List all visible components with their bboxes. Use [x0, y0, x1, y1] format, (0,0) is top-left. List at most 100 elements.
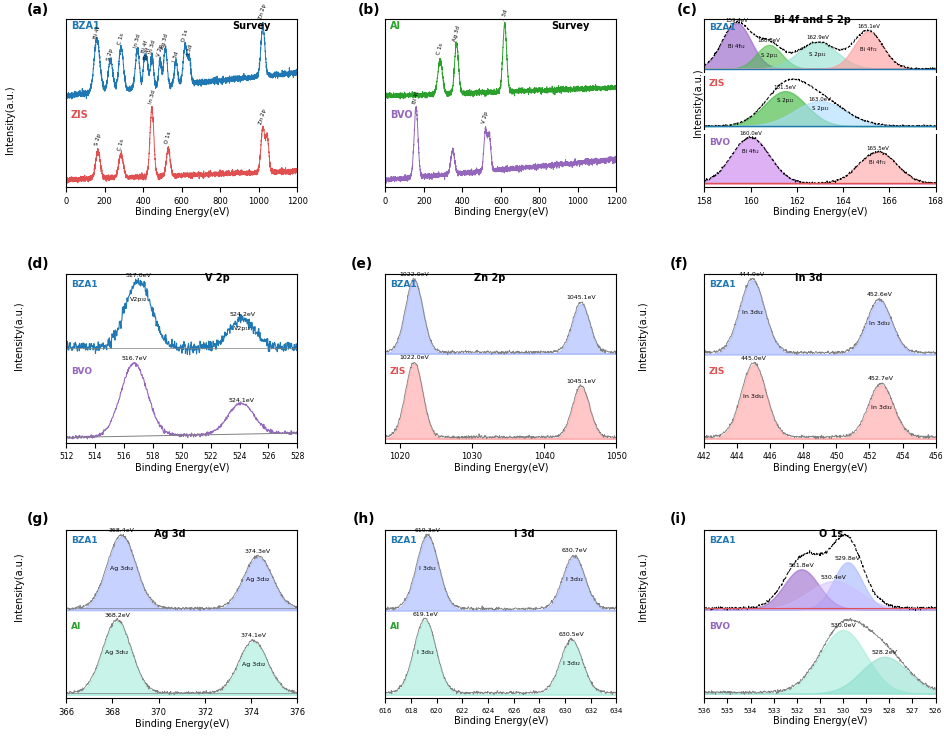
Text: 163.0eV: 163.0eV — [808, 97, 831, 102]
Text: Intensity(a.u.): Intensity(a.u.) — [5, 85, 15, 154]
Text: ZIS: ZIS — [708, 367, 725, 376]
Text: In 3d: In 3d — [147, 89, 156, 104]
Text: 452.7eV: 452.7eV — [868, 376, 893, 382]
Text: C 1s: C 1s — [117, 33, 125, 46]
Text: (b): (b) — [357, 3, 379, 16]
Text: BZA1: BZA1 — [708, 536, 734, 545]
Text: Survey: Survey — [551, 21, 589, 31]
Text: In 3d: In 3d — [794, 273, 821, 283]
Text: (e): (e) — [350, 257, 373, 270]
Text: (i): (i) — [669, 512, 686, 527]
Text: Bi 4f₅₂: Bi 4f₅₂ — [728, 44, 744, 49]
Text: 1022.0eV: 1022.0eV — [399, 355, 429, 360]
Text: O 1s: O 1s — [818, 529, 843, 539]
Text: S 2p: S 2p — [93, 133, 102, 146]
Text: 530.0eV: 530.0eV — [830, 623, 855, 628]
Text: V 2p: V 2p — [480, 111, 489, 124]
Text: 619.1eV: 619.1eV — [412, 612, 437, 616]
Text: Bi 4f₅₂: Bi 4f₅₂ — [741, 149, 758, 155]
Text: I 3d₃₂: I 3d₃₂ — [565, 577, 582, 582]
Text: V 2p: V 2p — [156, 43, 164, 57]
Text: 531.8eV: 531.8eV — [787, 563, 814, 568]
Text: Bi 4f: Bi 4f — [143, 47, 151, 60]
Text: Bi 4f: Bi 4f — [141, 40, 148, 53]
Text: 160.8eV: 160.8eV — [757, 37, 780, 43]
Text: 452.6eV: 452.6eV — [866, 292, 891, 297]
Y-axis label: Intensity(a.u.): Intensity(a.u.) — [692, 69, 702, 137]
Text: Intensity(a.u.): Intensity(a.u.) — [637, 552, 648, 621]
Text: S 2p₁₂: S 2p₁₂ — [760, 53, 777, 58]
Text: 444.9eV: 444.9eV — [738, 272, 765, 276]
Text: Zn 2p: Zn 2p — [258, 3, 267, 19]
Text: I 3d: I 3d — [186, 44, 193, 55]
Text: S 2p₃₂: S 2p₃₂ — [811, 106, 827, 111]
Text: V 2p: V 2p — [205, 273, 229, 283]
Text: ZIS: ZIS — [390, 367, 406, 376]
Text: 159.4eV: 159.4eV — [724, 18, 748, 23]
Text: I 3d: I 3d — [172, 51, 179, 62]
Text: V2p₁₂: V2p₁₂ — [233, 326, 251, 332]
Text: 1022.0eV: 1022.0eV — [399, 272, 429, 277]
Text: I 3d₃₂: I 3d₃₂ — [563, 661, 580, 666]
Text: BZA1: BZA1 — [71, 21, 99, 31]
Text: Zn 2p: Zn 2p — [473, 273, 504, 283]
X-axis label: Binding Energy(eV): Binding Energy(eV) — [772, 207, 867, 217]
Text: Bi 4f: Bi 4f — [412, 90, 420, 104]
X-axis label: Binding Energy(eV): Binding Energy(eV) — [772, 716, 867, 725]
Text: 1045.1eV: 1045.1eV — [565, 295, 596, 300]
X-axis label: Binding Energy(eV): Binding Energy(eV) — [772, 463, 867, 473]
Text: BZA1: BZA1 — [390, 280, 416, 289]
Text: Bi 4f₇₂: Bi 4f₇₂ — [868, 160, 885, 165]
Text: 162.9eV: 162.9eV — [805, 35, 828, 40]
Text: I 3d₅₂: I 3d₅₂ — [419, 565, 435, 571]
Text: 516.7eV: 516.7eV — [121, 356, 146, 361]
Text: 528.2eV: 528.2eV — [870, 650, 897, 655]
Text: BZA1: BZA1 — [71, 280, 97, 289]
Text: I 3d: I 3d — [500, 9, 508, 20]
Text: 368.4eV: 368.4eV — [109, 528, 134, 533]
Text: BZA1: BZA1 — [708, 280, 734, 289]
Text: In 3d₅₂: In 3d₅₂ — [743, 394, 764, 399]
X-axis label: Binding Energy(eV): Binding Energy(eV) — [134, 207, 228, 217]
Text: In 3d₃₂: In 3d₃₂ — [868, 321, 889, 326]
Text: (h): (h) — [352, 512, 375, 527]
Text: ZIS: ZIS — [708, 78, 725, 87]
Text: 374.1eV: 374.1eV — [240, 633, 266, 639]
Text: 165.5eV: 165.5eV — [866, 146, 888, 151]
Text: AI: AI — [390, 622, 400, 631]
Text: Ag 3d₃₂: Ag 3d₃₂ — [246, 577, 269, 582]
X-axis label: Binding Energy(eV): Binding Energy(eV) — [453, 716, 548, 725]
Text: Intensity(a.u.): Intensity(a.u.) — [637, 302, 648, 371]
Text: Bi 4f and S 2p: Bi 4f and S 2p — [773, 15, 850, 25]
Text: 160.0eV: 160.0eV — [738, 131, 761, 136]
Text: 1045.1eV: 1045.1eV — [565, 379, 596, 384]
X-axis label: Binding Energy(eV): Binding Energy(eV) — [134, 719, 228, 728]
Text: Ag 3d₅₂: Ag 3d₅₂ — [110, 565, 133, 571]
X-axis label: Binding Energy(eV): Binding Energy(eV) — [453, 463, 548, 473]
Text: Intensity(a.u.): Intensity(a.u.) — [14, 302, 25, 371]
Text: BZA1: BZA1 — [390, 536, 416, 545]
Text: (d): (d) — [26, 257, 49, 270]
Text: Bi 4f: Bi 4f — [93, 25, 101, 39]
Text: Zn 2p: Zn 2p — [258, 108, 267, 125]
Text: 524.2eV: 524.2eV — [229, 311, 255, 317]
Text: Ag 3d: Ag 3d — [154, 529, 186, 539]
Text: 619.3eV: 619.3eV — [414, 528, 440, 533]
Text: BVO: BVO — [708, 622, 730, 631]
Text: Ag 3d: Ag 3d — [451, 25, 461, 42]
Text: AI: AI — [390, 21, 400, 31]
Text: I 3d: I 3d — [514, 529, 533, 539]
Text: O 1s: O 1s — [181, 29, 189, 43]
Text: Survey: Survey — [232, 21, 271, 31]
Text: 630.7eV: 630.7eV — [561, 548, 586, 554]
Text: BVO: BVO — [390, 110, 412, 120]
Text: BZA1: BZA1 — [71, 536, 97, 545]
Text: (c): (c) — [676, 4, 697, 17]
Text: 530.4eV: 530.4eV — [820, 574, 846, 580]
Text: BZA1: BZA1 — [708, 23, 734, 32]
Text: C 1s: C 1s — [117, 139, 125, 152]
Text: Bi 4f₇₂: Bi 4f₇₂ — [859, 47, 876, 52]
Text: ZIS: ZIS — [71, 110, 89, 120]
Text: V2p₃₂: V2p₃₂ — [129, 297, 147, 302]
Text: Ag 3d: Ag 3d — [160, 33, 169, 49]
